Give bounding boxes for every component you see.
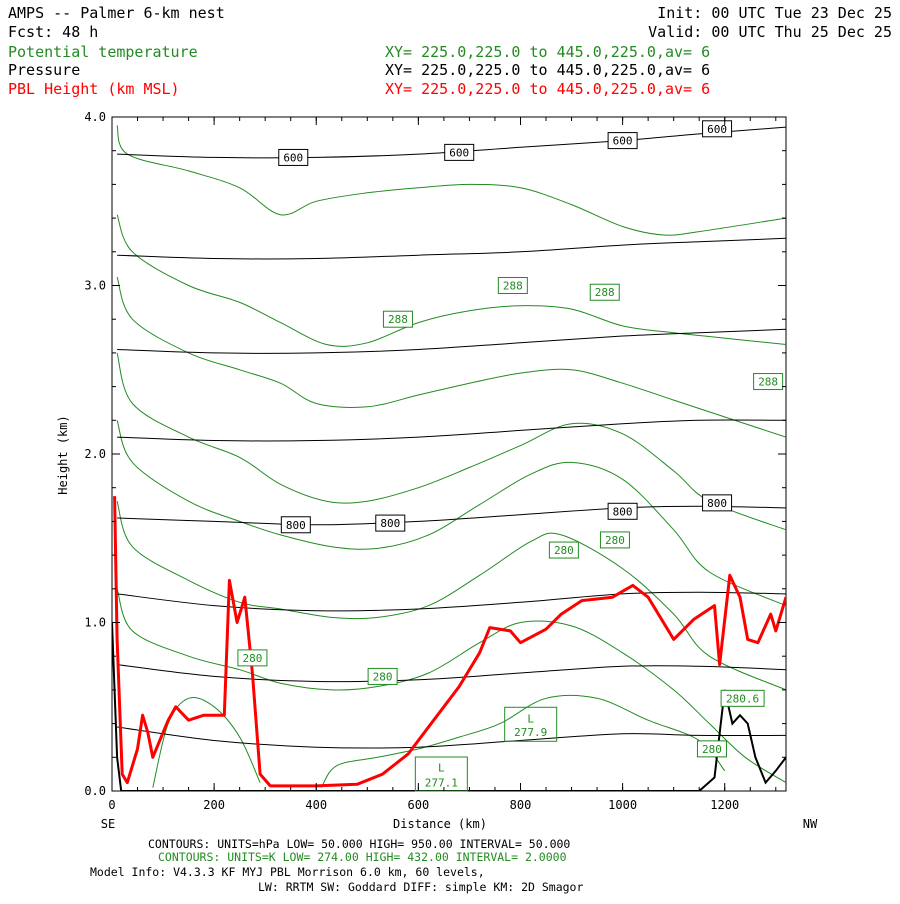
theta-label-9-box: [720, 689, 765, 707]
pressure-contour-650: [117, 237, 786, 260]
theta-minimum-box-0: [504, 706, 558, 742]
theta-label-5: 280: [373, 670, 393, 683]
pressure-label-4: 800: [286, 519, 306, 532]
x-tick-label-5: 1000: [608, 798, 637, 812]
terrain-profile: [112, 622, 786, 791]
plot-frame: [111, 116, 787, 792]
x-tick-label-1: 200: [203, 798, 225, 812]
field-name-pbl: PBL Height (km MSL): [8, 80, 180, 98]
init-time: Init: 00 UTC Tue 23 Dec 25: [657, 4, 892, 22]
field-name-pressure: Pressure: [8, 61, 80, 79]
footer-model-info: Model Info: V4.3.3 KF MYJ PBL Morrison 6…: [90, 865, 485, 879]
theta-label-4-box: [237, 649, 268, 667]
pressure-label-2-box: [607, 132, 638, 150]
field-xy-theta: XY= 225.0,225.0 to 445.0,225.0,av= 6: [385, 43, 710, 61]
y-tick-label-3: 3.0: [84, 279, 106, 293]
theta-label-2: 288: [595, 286, 615, 299]
theta-label-5-box: [367, 667, 398, 685]
pressure-contour-900: [117, 664, 786, 683]
pbl-height-line: [113, 496, 786, 788]
y-tick-label-0: 0.0: [84, 784, 106, 798]
pressure-label-5-box: [375, 514, 406, 532]
theta-contour-line-2: [116, 276, 786, 438]
theta-label-2-box: [589, 283, 620, 301]
theta-contour-line-4: [116, 420, 786, 607]
field-xy-pressure: XY= 225.0,225.0 to 445.0,225.0,av= 6: [385, 61, 710, 79]
pressure-contours: [117, 126, 786, 749]
contour-labels: 600 600 600 600 800 800 800 800 288 288 288 288 280 2…: [237, 120, 784, 792]
theta-label-8-box: [696, 740, 727, 758]
theta-label-1-box: [497, 277, 528, 294]
pressure-label-3: 600: [707, 123, 727, 136]
theta-label-7-box: [599, 531, 630, 549]
x-tick-label-0: 0: [108, 798, 115, 812]
pressure-label-0: 600: [283, 151, 303, 164]
theta-minimum-label-11: 277.9: [514, 726, 547, 739]
theta-contour-line-1: [116, 214, 786, 347]
y-tick-label-2: 2.0: [84, 447, 106, 461]
x-tick-label-6: 1200: [710, 798, 739, 812]
field-name-theta: Potential temperature: [8, 43, 198, 61]
footer-physics-info: LW: RRTM SW: Goddard DIFF: simple KM: 2D…: [258, 880, 583, 894]
theta-contour-line-0: [116, 125, 786, 236]
pressure-contour-750: [117, 419, 786, 442]
theta-minimum-label-10: L: [527, 713, 534, 726]
pressure-contour-850: [117, 591, 786, 612]
pressure-label-0-box: [278, 148, 309, 166]
pressure-label-5: 800: [380, 517, 400, 530]
y-tick-label-1: 1.0: [84, 616, 106, 630]
x-left-end-label: SE: [101, 817, 115, 831]
pressure-label-6-box: [607, 502, 638, 520]
pressure-contour-950: [117, 726, 786, 749]
x-right-end-label: NW: [803, 817, 818, 831]
theta-minimum-label-13: 277.1: [425, 777, 458, 790]
pressure-contour-700: [117, 328, 786, 354]
axes-ticks: 0 200 400 600 800 1000 1200 0.0 1.0 2.0 3.0 4.0: [84, 110, 786, 812]
y-tick-label-4: 4.0: [84, 110, 106, 124]
pressure-label-1: 600: [449, 146, 469, 159]
theta-label-0: 288: [388, 313, 408, 326]
theta-minimum-box-1: [414, 756, 468, 792]
chart-title: AMPS -- Palmer 6-km nest: [8, 4, 225, 22]
x-axis-label: Distance (km): [393, 817, 487, 831]
theta-label-1: 288: [503, 280, 523, 293]
pressure-label-4-box: [280, 516, 311, 534]
theta-label-6-box: [548, 541, 579, 559]
theta-contour-line-3: [116, 352, 786, 531]
theta-minimum-label-12: L: [438, 761, 445, 774]
theta-contour-line-8: [320, 694, 726, 788]
theta-contour-line-5: [116, 501, 786, 691]
theta-contour-line-6: [116, 588, 786, 784]
footer-theta-contours: CONTOURS: UNITS=K LOW= 274.00 HIGH= 432.…: [158, 850, 567, 864]
theta-label-3: 288: [758, 376, 778, 389]
field-xy-pbl: XY= 225.0,225.0 to 445.0,225.0,av= 6: [385, 80, 710, 98]
pressure-label-7: 800: [707, 497, 727, 510]
pbl-height-curve: [113, 496, 786, 788]
pressure-label-6: 800: [613, 505, 633, 518]
theta-label-7: 280: [605, 534, 625, 547]
pressure-label-2: 600: [613, 135, 633, 148]
x-tick-label-3: 600: [408, 798, 430, 812]
x-tick-label-2: 400: [305, 798, 327, 812]
footer-pressure-contours: CONTOURS: UNITS=hPa LOW= 50.000 HIGH= 95…: [148, 837, 570, 851]
theta-contours: [116, 125, 786, 788]
theta-label-4: 280: [242, 652, 262, 665]
theta-contour-line-7: [152, 697, 261, 788]
terrain-line: [112, 622, 786, 791]
forecast-hour: Fcst: 48 h: [8, 23, 98, 41]
pressure-label-1-box: [444, 143, 475, 161]
theta-label-9: 280.6: [726, 692, 759, 705]
valid-time: Valid: 00 UTC Thu 25 Dec 25: [648, 23, 892, 41]
theta-label-3-box: [753, 373, 784, 391]
pressure-label-7-box: [702, 494, 733, 512]
theta-label-6: 280: [554, 544, 574, 557]
theta-label-8: 280: [702, 743, 722, 756]
y-axis-label: Height (km): [56, 415, 70, 494]
theta-label-0-box: [382, 310, 413, 328]
pressure-contour-800: [117, 505, 786, 526]
x-tick-label-4: 800: [510, 798, 532, 812]
